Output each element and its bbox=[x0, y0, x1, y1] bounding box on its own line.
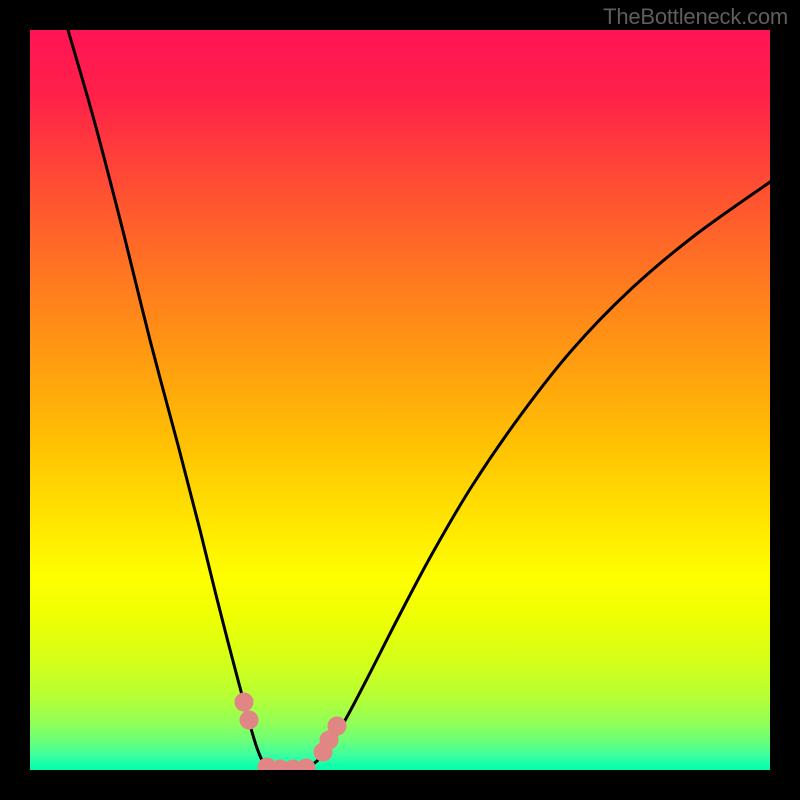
data-marker bbox=[240, 711, 258, 729]
chart-frame: TheBottleneck.com bbox=[0, 0, 800, 800]
plot-gradient-background bbox=[30, 30, 770, 770]
data-marker bbox=[328, 717, 346, 735]
data-marker bbox=[235, 693, 253, 711]
watermark-text: TheBottleneck.com bbox=[603, 4, 788, 30]
bottleneck-chart bbox=[0, 0, 800, 800]
data-marker bbox=[297, 759, 315, 777]
